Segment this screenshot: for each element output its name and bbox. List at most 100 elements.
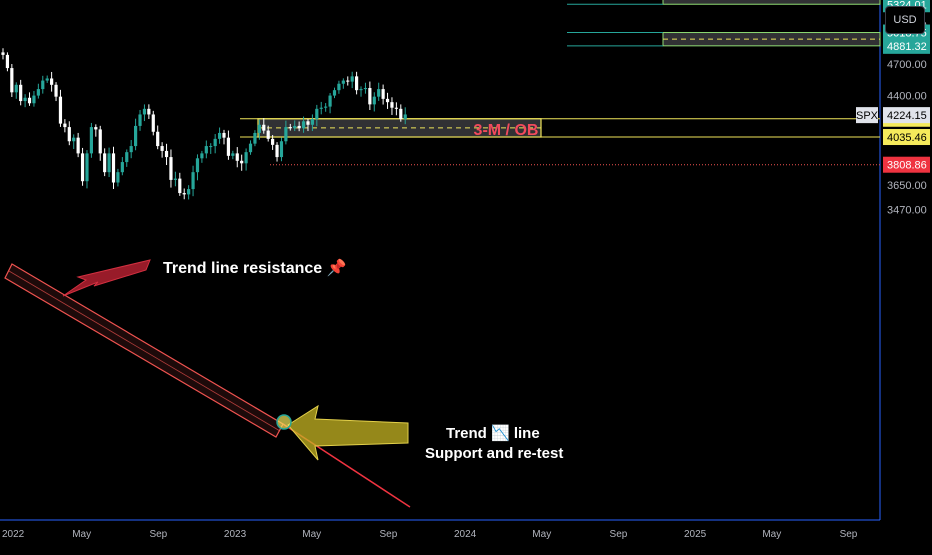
candle xyxy=(394,107,398,109)
candle xyxy=(324,106,328,108)
candle xyxy=(350,76,354,82)
price-tag-label: 4035.46 xyxy=(887,132,927,144)
trend-annotation-line1: Trend 📉 line xyxy=(446,424,540,442)
candle xyxy=(54,84,58,97)
candle xyxy=(240,160,244,164)
time-tick-label: May xyxy=(72,529,91,540)
support-arrow xyxy=(287,404,409,461)
candle xyxy=(138,114,142,126)
candle xyxy=(36,89,40,96)
candle xyxy=(63,123,67,128)
candle xyxy=(85,153,89,182)
candle xyxy=(222,132,226,138)
candle xyxy=(67,127,71,142)
candle xyxy=(10,68,14,93)
candle xyxy=(385,98,390,103)
candle xyxy=(187,189,191,195)
retest-marker xyxy=(276,414,292,430)
target-zone-box xyxy=(662,0,881,5)
candle xyxy=(231,153,235,156)
candle xyxy=(173,178,177,180)
time-tick-label: Sep xyxy=(380,529,398,540)
candle xyxy=(288,127,292,129)
candle xyxy=(195,158,200,173)
price-tag xyxy=(883,129,930,146)
candle xyxy=(125,152,129,163)
resistance-band-midline xyxy=(8,270,281,432)
candle xyxy=(116,172,120,183)
price-tag xyxy=(883,37,930,54)
candle xyxy=(399,108,403,120)
symbol-tag xyxy=(856,107,878,124)
candle xyxy=(164,150,169,158)
candle xyxy=(346,80,350,82)
candle xyxy=(306,121,310,125)
candle xyxy=(147,108,151,115)
candle xyxy=(310,119,314,125)
candle xyxy=(368,88,372,105)
time-tick-label: Sep xyxy=(840,529,858,540)
candle xyxy=(120,162,124,173)
price-tick-label: 4700.00 xyxy=(887,59,927,71)
candle xyxy=(271,138,275,145)
time-tick-label: May xyxy=(762,529,781,540)
candle xyxy=(160,146,164,151)
candle xyxy=(89,127,93,154)
price-tag-label: 4881.32 xyxy=(887,41,927,53)
time-tick-label: 2023 xyxy=(224,529,247,540)
candle xyxy=(209,146,213,148)
candle xyxy=(262,124,266,131)
candle xyxy=(32,95,36,104)
candle xyxy=(169,157,173,180)
candle xyxy=(279,141,284,158)
candle xyxy=(50,78,54,85)
candle xyxy=(19,84,23,102)
time-tick-label: 2024 xyxy=(454,529,477,540)
candle xyxy=(80,153,85,182)
candle xyxy=(94,127,98,130)
trend-annotation-line2: Support and re-test xyxy=(425,445,563,462)
currency-selector[interactable]: USD xyxy=(885,6,925,34)
candle xyxy=(332,90,337,96)
time-tick-label: 2025 xyxy=(684,529,707,540)
candle xyxy=(235,153,239,161)
candle xyxy=(5,54,10,69)
candle xyxy=(337,83,341,91)
candle xyxy=(355,76,359,91)
candle xyxy=(297,125,301,129)
candle xyxy=(372,96,376,105)
price-tag xyxy=(883,107,930,124)
resistance-annotation: Trend line resistance 📌 xyxy=(163,258,347,277)
candle xyxy=(315,108,319,120)
candle xyxy=(253,132,257,144)
candle xyxy=(98,129,102,154)
candle xyxy=(244,152,248,164)
candle xyxy=(142,108,147,115)
candle xyxy=(381,89,385,99)
candle xyxy=(76,137,80,154)
price-tag-label: 3808.86 xyxy=(887,160,927,172)
candle xyxy=(301,121,306,129)
symbol-tag-label: SPX xyxy=(856,110,879,122)
price-tick-label: 3470.00 xyxy=(887,204,927,216)
candle xyxy=(226,137,231,156)
time-tick-label: 2022 xyxy=(2,529,25,540)
time-tick-label: Sep xyxy=(149,529,167,540)
candle xyxy=(156,131,160,147)
candle xyxy=(45,78,49,81)
candle xyxy=(129,146,133,153)
candle xyxy=(134,125,138,147)
price-tick-label: 4400.00 xyxy=(887,91,927,103)
candle xyxy=(266,130,270,139)
candle xyxy=(178,178,182,194)
candle xyxy=(1,52,5,55)
price-tag-label: 4224.15 xyxy=(887,110,927,122)
candle xyxy=(103,153,107,173)
candle xyxy=(107,153,111,173)
candle xyxy=(27,97,32,104)
price-tick-label: 3650.00 xyxy=(887,180,927,192)
candle xyxy=(151,114,155,132)
currency-label: USD xyxy=(893,14,917,26)
